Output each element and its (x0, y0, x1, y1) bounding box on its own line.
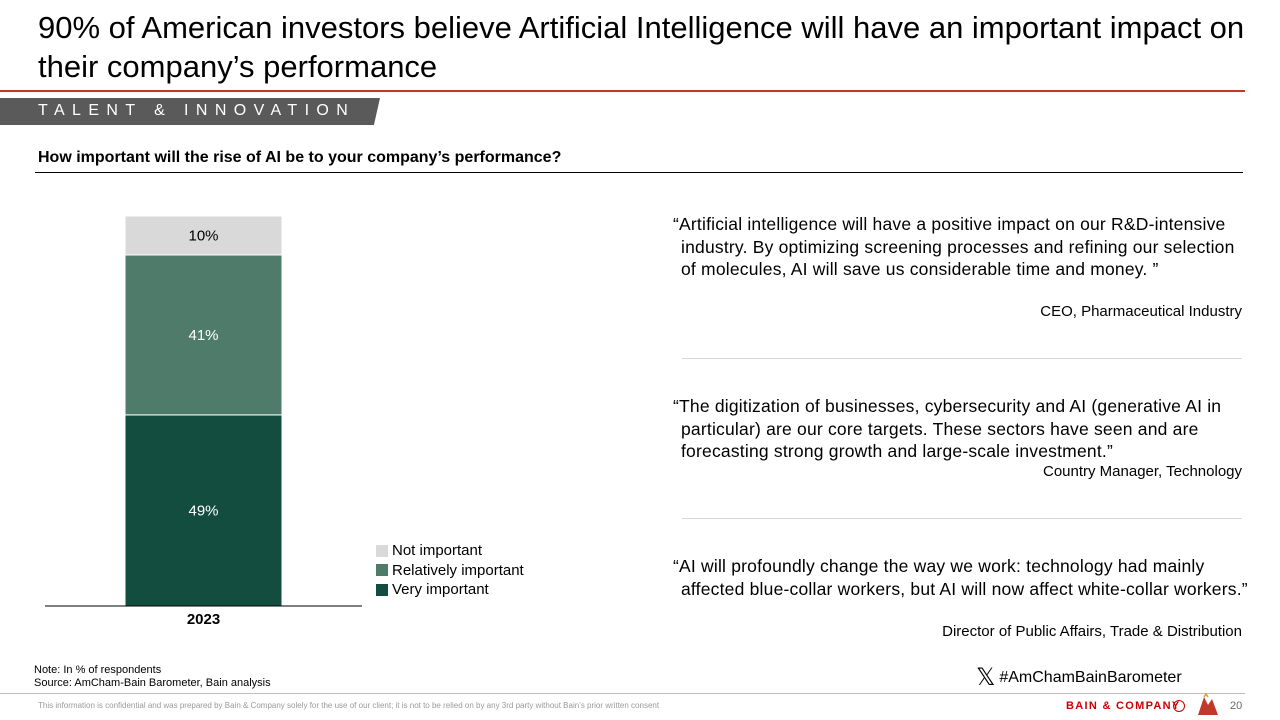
legend-item-not-important: Not important (376, 541, 524, 561)
source-text: Source: AmCham-Bain Barometer, Bain anal… (34, 677, 271, 689)
legend-label-not-important: Not important (392, 542, 483, 560)
data-label-not-important: 10% (188, 228, 218, 245)
chart-legend: Not important Relatively important Very … (376, 541, 524, 600)
note-text: Note: In % of respondents (34, 664, 162, 676)
footer-divider (0, 693, 1245, 694)
legend-item-very-important: Very important (376, 580, 524, 600)
x-logo-icon: 𝕏 (976, 664, 996, 691)
bar-segment-relatively-important (124, 254, 283, 416)
legend-label-relatively-important: Relatively important (392, 561, 524, 579)
quote-attribution-1: CEO, Pharmaceutical Industry (1040, 303, 1242, 320)
legend-swatch-relatively-important (376, 564, 388, 577)
quote-attribution-2: Country Manager, Technology (1042, 463, 1242, 480)
legend-label-very-important: Very important (392, 581, 489, 599)
quote-attribution-3: Director of Public Affairs, Trade & Dist… (942, 623, 1242, 640)
bar-segment-not-important (124, 215, 283, 256)
notes-block: Note: In % of respondents Source: AmCham… (34, 664, 271, 690)
confidentiality-notice: This information is confidential and was… (38, 701, 660, 710)
page-title: 90% of American investors believe Artifi… (38, 10, 1245, 84)
section-tag: TALENT & INNOVATION (0, 98, 380, 125)
quote-block-3: “AI will profoundly change the way we wo… (673, 555, 1248, 600)
quote-text-2: “The digitization of businesses, cyberse… (673, 396, 1222, 462)
data-label-relatively-important: 41% (188, 327, 218, 344)
bar-segment-very-important (124, 414, 283, 607)
question-divider (35, 172, 1243, 173)
page-number: 20 (1230, 700, 1243, 712)
x-tick-label: 2023 (187, 611, 220, 628)
bain-logo-icon (1173, 700, 1185, 712)
quote-divider-1 (682, 358, 1242, 359)
quote-text-1: “Artificial intelligence will have a pos… (673, 214, 1235, 280)
legend-swatch-not-important (376, 544, 388, 557)
section-tag-label: TALENT & INNOVATION (38, 102, 356, 119)
stacked-bar-chart: 49% 41% 10% 2023 (45, 215, 362, 628)
hashtag-block[interactable]: 𝕏 #AmChamBainBarometer (976, 664, 1182, 691)
title-divider (0, 90, 1245, 92)
legend-swatch-very-important (376, 583, 388, 596)
chart-question: How important will the rise of AI be to … (38, 149, 562, 166)
brand-name: BAIN & COMPANY (1066, 700, 1181, 712)
quote-divider-2 (682, 518, 1242, 519)
quote-text-3: “AI will profoundly change the way we wo… (673, 556, 1248, 599)
quote-block-2: “The digitization of businesses, cyberse… (673, 395, 1248, 463)
data-label-very-important: 49% (188, 502, 218, 519)
amcham-logo-icon (1198, 693, 1218, 715)
quote-block-1: “Artificial intelligence will have a pos… (673, 213, 1248, 281)
legend-item-relatively-important: Relatively important (376, 561, 524, 581)
hashtag-text: #AmChamBainBarometer (999, 669, 1182, 686)
